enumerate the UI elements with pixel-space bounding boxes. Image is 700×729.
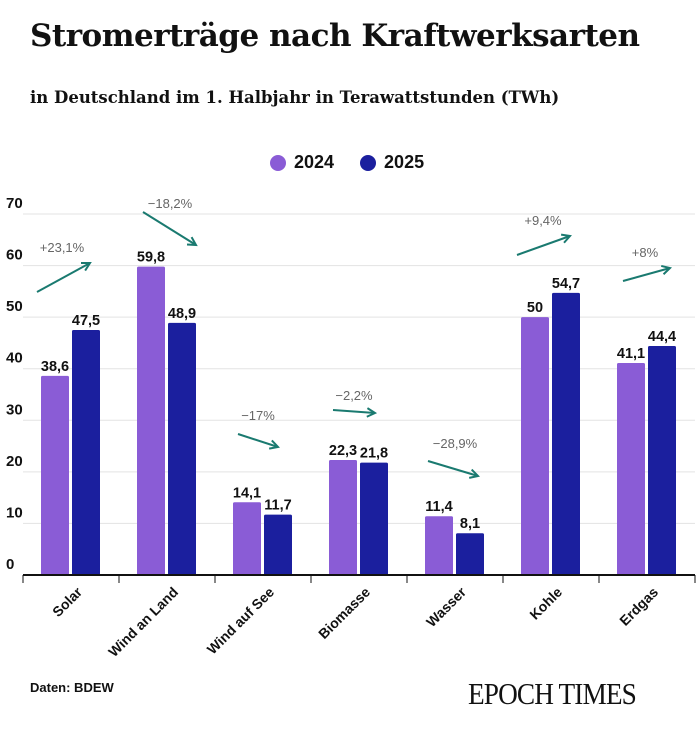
epoch-times-logo: EPOCH TIMES <box>468 676 637 711</box>
bar-2024 <box>233 502 261 575</box>
data-label: 21,8 <box>360 446 388 462</box>
data-label: 11,4 <box>425 499 452 515</box>
legend-item-2024: 2024 <box>270 152 334 173</box>
change-label: −17% <box>241 408 275 423</box>
change-arrow <box>237 433 279 448</box>
arrow-head-icon <box>366 407 378 418</box>
data-label: 47,5 <box>72 313 100 329</box>
legend-swatch <box>360 154 377 171</box>
bar-2024 <box>617 363 645 575</box>
bar-2025 <box>168 322 196 575</box>
y-tick-label: 30 <box>6 401 23 418</box>
data-label: 38,6 <box>41 359 69 375</box>
bar-2024 <box>425 516 453 575</box>
change-label: +9,4% <box>524 213 562 228</box>
data-label: 48,9 <box>168 306 196 322</box>
y-tick-label: 50 <box>6 298 23 315</box>
bar-2024 <box>41 375 69 575</box>
data-label: 22,3 <box>329 443 357 459</box>
change-arrow <box>36 262 91 293</box>
bar-2024 <box>137 266 165 575</box>
chart-title: Stromerträge nach Kraftwerksarten <box>30 18 640 54</box>
x-tick-label: Wind auf See <box>204 584 278 658</box>
data-label: 54,7 <box>552 276 580 292</box>
legend: 2024 2025 <box>270 152 440 173</box>
arrow-head-icon <box>80 261 92 272</box>
change-arrow <box>427 460 479 477</box>
y-tick-label: 0 <box>6 556 14 573</box>
bar-2025 <box>648 346 676 575</box>
arrow-head-icon <box>560 233 572 244</box>
arrow-head-icon <box>186 236 198 247</box>
y-tick-label: 10 <box>6 504 23 521</box>
y-tick-label: 70 <box>6 195 23 212</box>
change-arrow <box>142 211 197 246</box>
x-tick-label: Erdgas <box>616 584 661 629</box>
change-label: −18,2% <box>148 196 193 211</box>
bar-2025 <box>264 514 292 575</box>
chart-subtitle: in Deutschland im 1. Halbjahr in Terawat… <box>30 88 560 107</box>
bar-2025 <box>456 533 484 575</box>
source-note: Daten: BDEW <box>30 680 114 695</box>
change-label: +23,1% <box>40 240 85 255</box>
legend-item-2025: 2025 <box>360 152 424 173</box>
bar-2025 <box>552 292 580 575</box>
x-tick-label: Kohle <box>526 584 565 623</box>
change-label: −28,9% <box>433 436 478 451</box>
x-tick-label: Wind an Land <box>105 584 181 660</box>
x-tick-label: Biomasse <box>315 584 373 642</box>
arrow-head-icon <box>661 264 673 275</box>
y-tick-label: 40 <box>6 350 23 367</box>
data-label: 14,1 <box>233 485 261 501</box>
y-tick-label: 20 <box>6 453 23 470</box>
change-label: −2,2% <box>335 388 373 403</box>
change-arrow <box>516 235 571 256</box>
bar-2024 <box>521 317 549 575</box>
data-label: 11,7 <box>264 498 291 514</box>
x-tick-label: Wasser <box>423 583 470 630</box>
bar-2025 <box>360 462 388 575</box>
y-tick-label: 60 <box>6 247 23 264</box>
data-label: 50 <box>527 300 543 316</box>
arrow-head-icon <box>468 468 480 479</box>
data-label: 44,4 <box>648 329 676 345</box>
bar-2025 <box>72 330 100 575</box>
legend-swatch <box>270 154 286 171</box>
change-arrow <box>332 409 376 414</box>
data-label: 41,1 <box>617 346 645 362</box>
arrow-head-icon <box>268 439 280 450</box>
data-label: 8,1 <box>460 516 480 532</box>
legend-label: 2025 <box>384 152 425 172</box>
legend-label: 2024 <box>294 152 335 172</box>
bar-2024 <box>329 459 357 575</box>
change-arrow <box>622 267 671 282</box>
x-tick-label: Solar <box>49 583 85 619</box>
change-label: +8% <box>632 245 659 260</box>
data-label: 59,8 <box>137 250 165 266</box>
